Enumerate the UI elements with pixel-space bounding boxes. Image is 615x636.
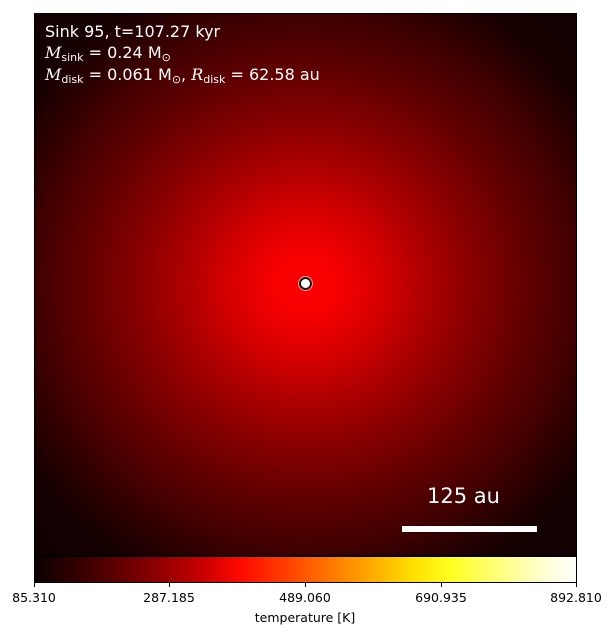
colorbar-tick (34, 583, 35, 587)
sink-mass-label: Msink = 0.24 M⊙ (45, 43, 171, 68)
sink-title: Sink 95, t=107.27 kyr (45, 22, 221, 41)
colorbar-tick (576, 583, 577, 587)
colorbar-tick (441, 583, 442, 587)
colorbar-tick-label: 287.185 (143, 590, 195, 605)
colorbar-tick-label: 690.935 (415, 590, 467, 605)
temperature-map: Sink 95, t=107.27 kyr Msink = 0.24 M⊙ Md… (34, 13, 577, 556)
m-sink-unit-subscript: ⊙ (161, 51, 171, 64)
m-sink-value: = 0.24 M (83, 43, 162, 62)
colorbar-tick-label: 489.060 (279, 590, 331, 605)
r-disk-symbol: R (191, 65, 204, 84)
m-sink-subscript: sink (61, 51, 84, 64)
m-disk-unit-subscript: ⊙ (171, 73, 182, 86)
sink-particle-marker (299, 277, 312, 290)
colorbar (34, 556, 577, 583)
m-disk-value: = 0.061 M (83, 65, 172, 84)
m-sink-symbol: M (45, 43, 62, 62)
r-disk-subscript: disk (203, 73, 226, 86)
colorbar-tick (305, 583, 306, 587)
colorbar-label: temperature [K] (254, 610, 356, 625)
colorbar-tick (169, 583, 170, 587)
colorbar-tick-label: 85.310 (12, 590, 56, 605)
scale-bar-label: 125 au (427, 484, 500, 508)
scale-bar (402, 526, 537, 532)
r-disk-value: = 62.58 au (225, 65, 320, 84)
separator: , (181, 65, 192, 84)
colorbar-tick-label: 892.810 (550, 590, 602, 605)
m-disk-symbol: M (45, 65, 62, 84)
disk-properties-label: Mdisk = 0.061 M⊙, Rdisk = 62.58 au (45, 65, 320, 90)
m-disk-subscript: disk (61, 73, 84, 86)
